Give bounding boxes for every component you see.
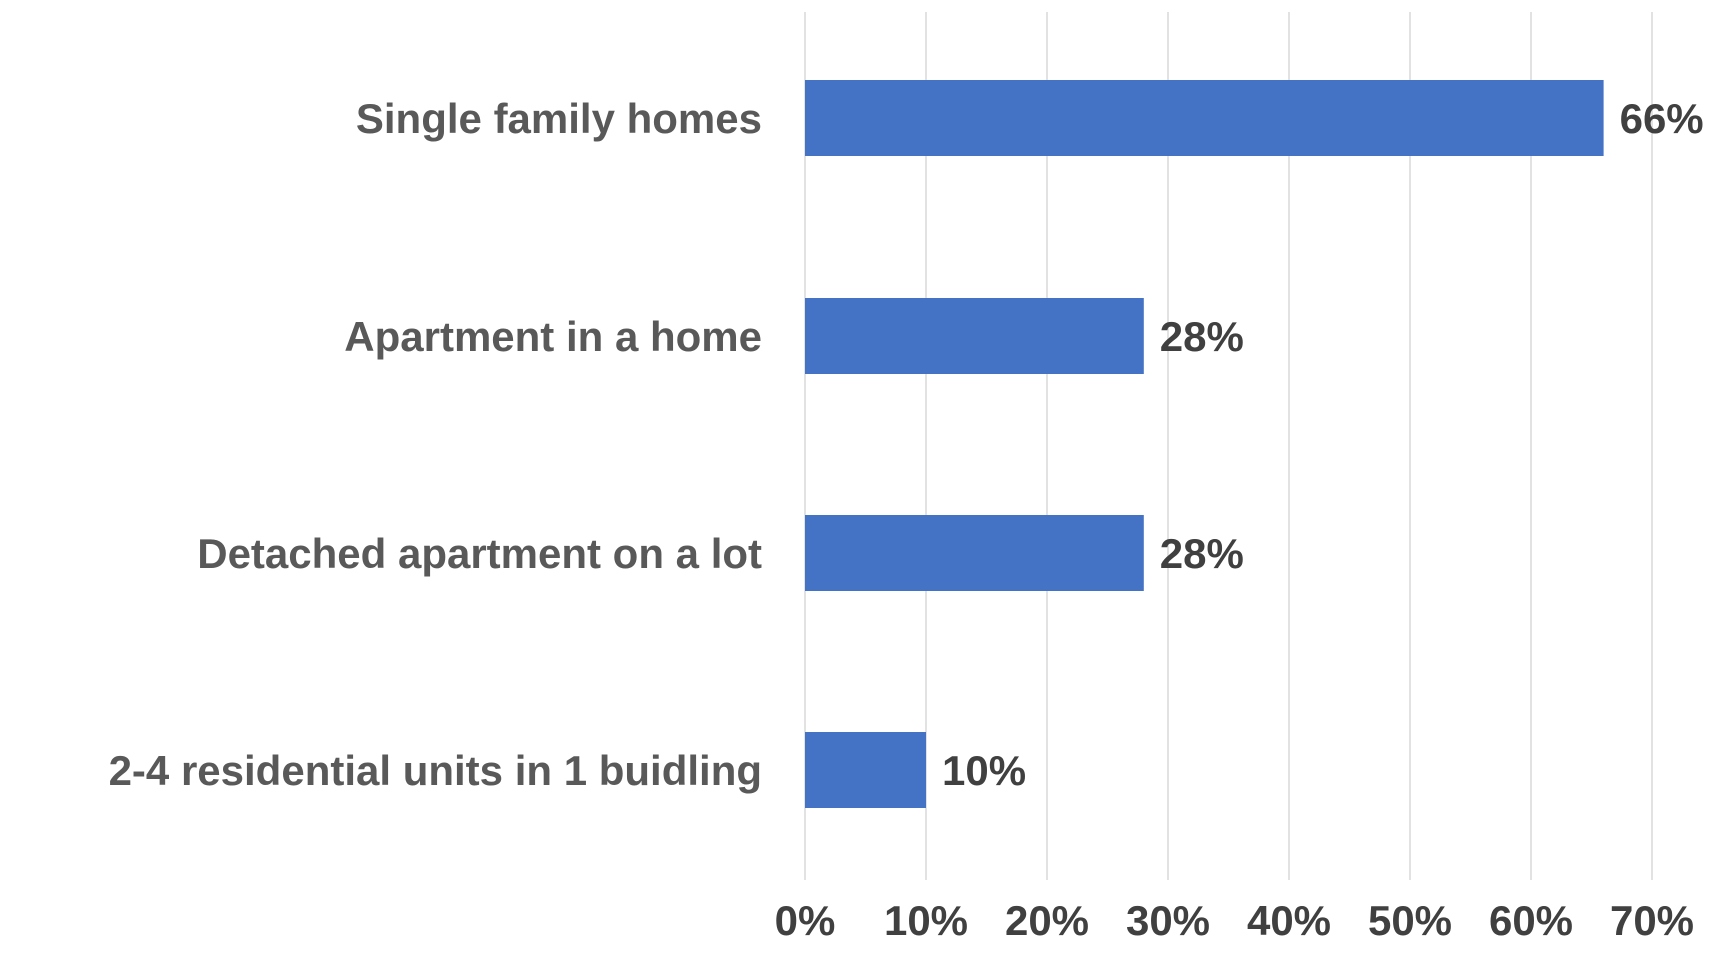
- x-tick-label: 40%: [1247, 897, 1331, 944]
- category-label: Single family homes: [356, 95, 762, 142]
- value-labels: 66% 28% 28% 10%: [942, 95, 1704, 794]
- category-label: Apartment in a home: [344, 313, 762, 360]
- value-label: 28%: [1160, 530, 1244, 577]
- value-label: 66%: [1620, 95, 1704, 142]
- x-tick-label: 30%: [1126, 897, 1210, 944]
- bar: [805, 732, 926, 808]
- x-tick-label: 70%: [1610, 897, 1694, 944]
- gridlines: [804, 12, 1653, 880]
- value-label: 28%: [1160, 313, 1244, 360]
- bar: [805, 298, 1144, 374]
- bar: [805, 515, 1144, 591]
- category-labels: Single family homes Apartment in a home De…: [109, 95, 762, 794]
- x-tick-label: 10%: [884, 897, 968, 944]
- x-tick-label: 20%: [1005, 897, 1089, 944]
- x-tick-label: 60%: [1489, 897, 1573, 944]
- category-label: 2-4 residential units in 1 buidling: [109, 747, 762, 794]
- x-tick-label: 0%: [775, 897, 836, 944]
- x-tick-label: 50%: [1368, 897, 1452, 944]
- x-axis-tick-labels: 0% 10% 20% 30% 40% 50% 60% 70%: [775, 897, 1694, 944]
- category-label: Detached apartment on a lot: [197, 530, 762, 577]
- bars: [805, 80, 1604, 808]
- bar: [805, 80, 1604, 156]
- value-label: 10%: [942, 747, 1026, 794]
